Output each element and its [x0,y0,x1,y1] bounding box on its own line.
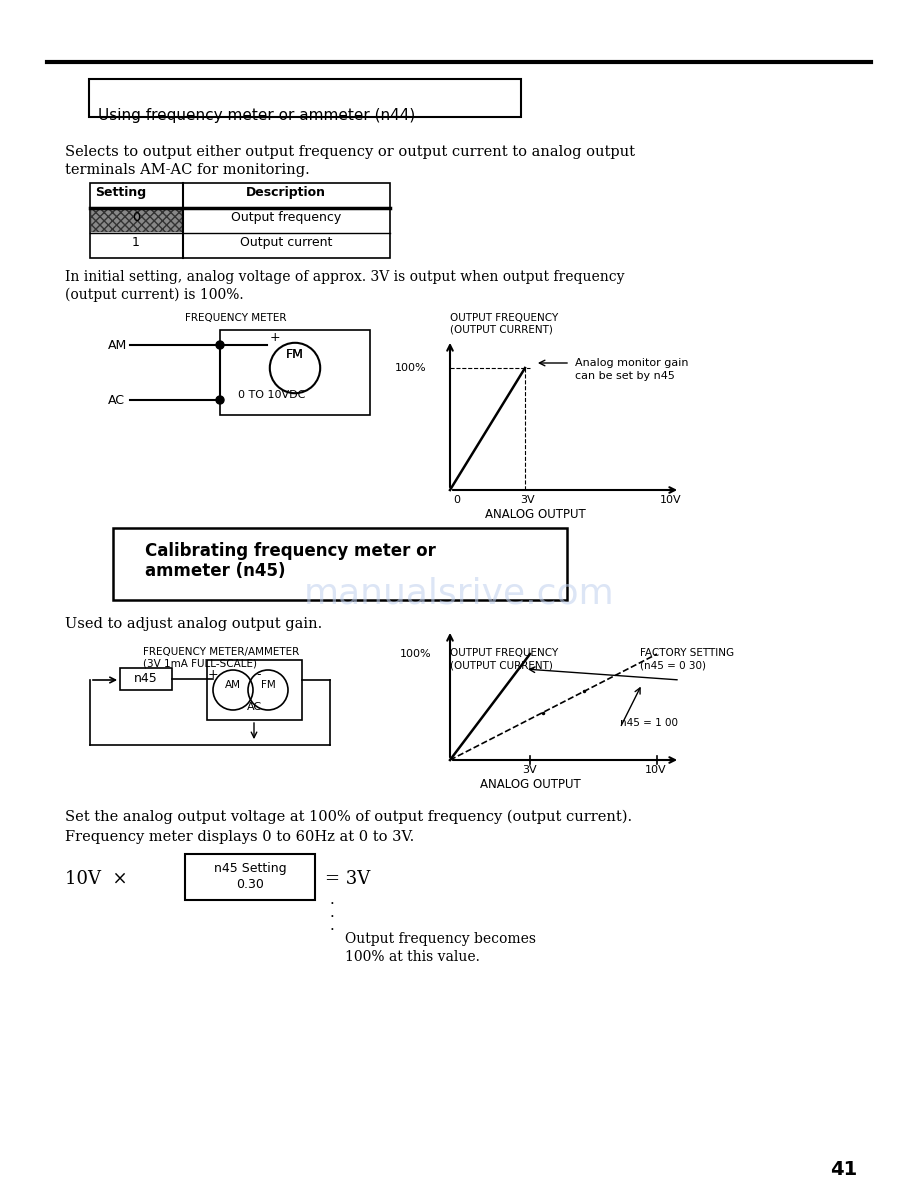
Bar [185,854,315,901]
Text: OUTPUT FREQUENCY: OUTPUT FREQUENCY [450,312,558,323]
FancyBboxPatch shape [113,527,567,600]
Text: Selects to output either output frequency or output current to analog output: Selects to output either output frequenc… [65,145,635,159]
Text: 0: 0 [453,495,460,505]
Text: 1: 1 [132,236,140,249]
Text: Set the analog output voltage at 100% of output frequency (output current).: Set the analog output voltage at 100% of… [65,810,633,824]
Text: 100%: 100% [395,364,427,373]
Circle shape [216,396,224,404]
Text: .: . [330,893,335,906]
Text: Setting: Setting [95,187,146,200]
Text: n45 = 1 00: n45 = 1 00 [620,718,678,728]
Text: 41: 41 [830,1159,857,1178]
Text: 0 TO 10VDC: 0 TO 10VDC [238,390,306,400]
Text: 10V  ×: 10V × [65,870,128,887]
Text: AC: AC [108,394,125,407]
Text: Analog monitor gain: Analog monitor gain [575,358,688,368]
Circle shape [216,341,224,349]
Bar [91,209,182,232]
Bar [90,183,390,258]
Text: AC: AC [246,702,262,712]
Text: OUTPUT FREQUENCY: OUTPUT FREQUENCY [450,647,558,658]
Bar [207,661,302,720]
Bar [120,668,172,690]
Text: Description: Description [246,187,326,200]
Text: = 3V: = 3V [325,870,370,887]
Text: 0: 0 [132,211,140,225]
Text: 3V: 3V [520,495,534,505]
Text: 0.30: 0.30 [236,878,264,891]
Text: (3V 1mA FULL-SCALE): (3V 1mA FULL-SCALE) [143,658,257,668]
Text: (output current) is 100%.: (output current) is 100%. [65,287,243,303]
Text: (OUTPUT CURRENT): (OUTPUT CURRENT) [450,661,553,670]
Text: manualsrive.com: manualsrive.com [304,577,614,611]
Text: 10V: 10V [645,765,666,775]
Text: n45 Setting: n45 Setting [214,862,286,876]
Text: Output frequency: Output frequency [230,211,341,225]
Text: AM: AM [225,680,241,690]
Text: +: + [208,668,218,681]
Text: 10V: 10V [660,495,682,505]
Bar [91,209,182,232]
Text: can be set by n45: can be set by n45 [575,371,675,381]
Text: Frequency meter displays 0 to 60Hz at 0 to 3V.: Frequency meter displays 0 to 60Hz at 0 … [65,830,414,843]
Text: 100% at this value.: 100% at this value. [345,950,480,963]
Text: FM: FM [261,680,275,690]
Text: ammeter (n45): ammeter (n45) [145,562,285,580]
Text: FREQUENCY METER/AMMETER: FREQUENCY METER/AMMETER [143,647,299,657]
Text: ANALOG OUTPUT: ANALOG OUTPUT [480,778,581,791]
Text: FACTORY SETTING: FACTORY SETTING [640,647,734,658]
Text: Output current: Output current [240,236,332,249]
Text: Output frequency becomes: Output frequency becomes [345,933,536,946]
Text: ANALOG OUTPUT: ANALOG OUTPUT [485,508,586,522]
FancyBboxPatch shape [89,78,521,116]
Text: 3V: 3V [522,765,537,775]
Text: (OUTPUT CURRENT): (OUTPUT CURRENT) [450,326,553,335]
Text: FREQUENCY METER: FREQUENCY METER [185,312,286,323]
Text: FM: FM [286,348,304,361]
Text: n45: n45 [134,672,158,685]
Text: +: + [270,331,281,345]
Text: AM: AM [108,339,128,352]
Text: .: . [330,906,335,920]
Text: Calibrating frequency meter or: Calibrating frequency meter or [145,542,436,560]
Text: Used to adjust analog output gain.: Used to adjust analog output gain. [65,617,322,631]
Text: (n45 = 0 30): (n45 = 0 30) [640,661,706,670]
Text: Using frequency meter or ammeter (n44): Using frequency meter or ammeter (n44) [98,108,415,124]
Text: terminals AM-AC for monitoring.: terminals AM-AC for monitoring. [65,163,309,177]
Text: In initial setting, analog voltage of approx. 3V is output when output frequency: In initial setting, analog voltage of ap… [65,270,624,284]
Text: -: - [256,668,261,681]
Bar [220,330,370,415]
Text: FM: FM [286,348,304,361]
Text: 100%: 100% [400,649,431,659]
Text: .: . [330,920,335,933]
